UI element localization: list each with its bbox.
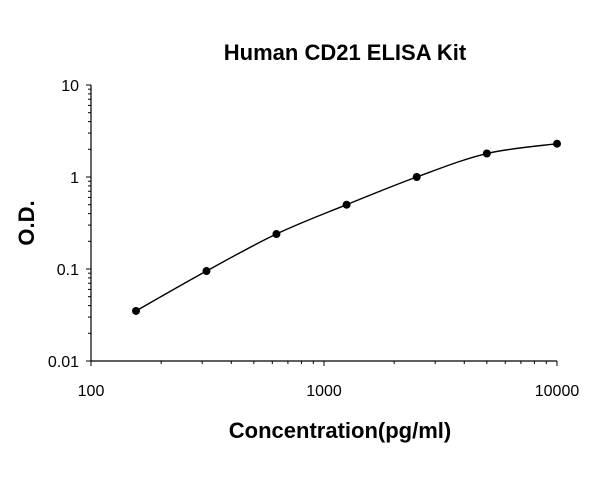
data-point	[342, 200, 351, 209]
y-axis-title: O.D.	[14, 200, 39, 245]
data-point	[272, 230, 281, 239]
x-axis-title: Concentration(pg/ml)	[229, 418, 451, 443]
y-tick-label: 10	[61, 78, 79, 95]
x-tick-label: 100	[78, 383, 105, 400]
y-tick-label: 0.01	[48, 354, 79, 371]
data-point	[553, 139, 561, 148]
data-point	[131, 306, 140, 315]
x-tick-label: 10000	[535, 383, 580, 400]
x-tick-label: 1000	[306, 383, 342, 400]
y-tick-label: 1	[70, 170, 79, 187]
data-points	[131, 139, 561, 315]
data-point	[202, 267, 211, 276]
chart-title: Human CD21 ELISA Kit	[224, 40, 467, 65]
data-point	[482, 149, 491, 158]
data-point	[412, 173, 421, 181]
axis-tick-labels: 0.01 0.1 1 10 100 1000 10000	[48, 78, 579, 400]
y-tick-label: 0.1	[57, 262, 79, 279]
axis-ticks	[86, 84, 558, 366]
fit-curve	[135, 143, 558, 312]
